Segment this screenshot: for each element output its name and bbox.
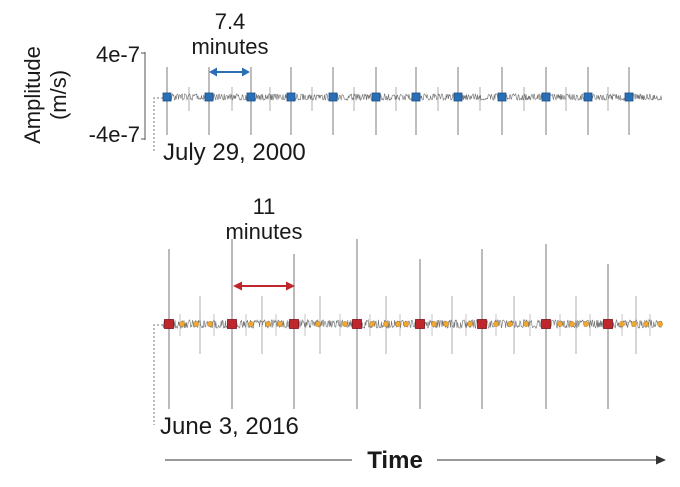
event-marker-blue (624, 92, 634, 102)
event-marker-orange (643, 321, 649, 327)
event-marker-red (541, 319, 551, 329)
event-marker-blue (328, 92, 338, 102)
time-axis: Time (165, 447, 666, 474)
time-axis-arrowhead (656, 455, 666, 465)
event-marker-blue (497, 92, 507, 102)
event-marker-orange (493, 321, 499, 327)
event-marker-red (415, 319, 425, 329)
interval-arrowhead-bottom-right (286, 281, 295, 291)
event-markers-top (162, 92, 634, 102)
event-marker-orange (248, 321, 254, 327)
event-marker-blue (411, 92, 421, 102)
event-marker-blue (371, 92, 381, 102)
event-markers-bottom (164, 319, 663, 329)
waveform-noise (162, 318, 662, 330)
interval-value-top: 7.4 (215, 9, 246, 34)
event-marker-blue (453, 92, 463, 102)
event-marker-orange (467, 321, 473, 327)
event-marker-orange (265, 321, 271, 327)
event-marker-red (352, 319, 362, 329)
event-marker-blue (541, 92, 551, 102)
interval-arrowhead-bottom-left (233, 281, 242, 291)
interval-arrowhead-top-left (209, 67, 217, 77)
event-marker-red (289, 319, 299, 329)
event-marker-orange (431, 321, 437, 327)
event-marker-orange (342, 321, 348, 327)
event-marker-orange (383, 321, 389, 327)
y-tick-top: 4e-7 (96, 42, 140, 67)
event-marker-orange (507, 321, 513, 327)
event-marker-orange (523, 321, 529, 327)
event-marker-orange (179, 321, 185, 327)
event-marker-blue (204, 92, 214, 102)
event-marker-orange (557, 321, 563, 327)
event-marker-orange (657, 321, 663, 327)
bottom-panel: 11 minutes June 3, 2016 (153, 194, 663, 440)
event-marker-blue (286, 92, 296, 102)
date-label-bottom: June 3, 2016 (160, 413, 299, 440)
event-marker-red (603, 319, 613, 329)
y-axis-label-line1: Amplitude (20, 46, 45, 144)
event-marker-blue (583, 92, 593, 102)
date-leader-top (153, 97, 163, 152)
interval-value-bottom: 11 (253, 194, 276, 219)
interval-unit-top: minutes (191, 34, 268, 59)
interval-arrowhead-top-right (242, 67, 250, 77)
event-marker-blue (162, 92, 172, 102)
event-marker-orange (631, 321, 637, 327)
y-axis-label-line2: (m/s) (46, 70, 71, 120)
date-label-top: July 29, 2000 (163, 139, 306, 166)
top-panel: Amplitude (m/s) 4e-7 -4e-7 7.4 minutes J… (20, 9, 662, 166)
event-marker-orange (369, 321, 375, 327)
event-marker-blue (246, 92, 256, 102)
x-axis-label: Time (367, 447, 423, 474)
event-marker-orange (403, 321, 409, 327)
event-marker-orange (569, 321, 575, 327)
event-marker-red (227, 319, 237, 329)
event-marker-red (164, 319, 174, 329)
event-marker-orange (619, 321, 625, 327)
event-marker-orange (277, 321, 283, 327)
date-leader-bottom (153, 324, 163, 425)
event-marker-orange (315, 321, 321, 327)
interval-unit-bottom: minutes (225, 219, 302, 244)
y-tick-bottom: -4e-7 (89, 122, 140, 147)
event-marker-orange (443, 321, 449, 327)
event-marker-orange (193, 321, 199, 327)
event-marker-orange (583, 321, 589, 327)
event-marker-orange (395, 321, 401, 327)
event-marker-orange (207, 321, 213, 327)
event-marker-red (477, 319, 487, 329)
